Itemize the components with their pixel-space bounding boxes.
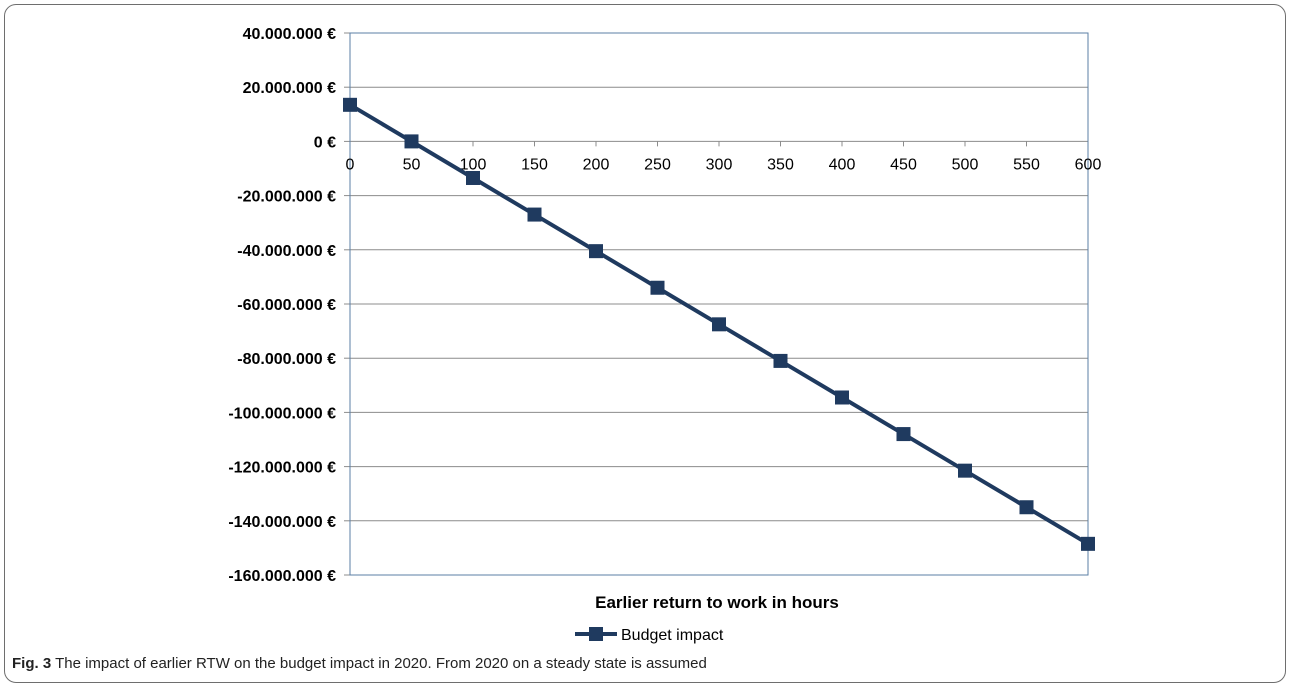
x-tick-label: 550 <box>1013 156 1040 173</box>
data-point-marker <box>958 463 972 478</box>
x-tick-label: 250 <box>644 156 671 173</box>
x-axis-title: Earlier return to work in hours <box>595 593 839 612</box>
y-tick-label: -160.000.000 € <box>228 568 336 585</box>
data-point-marker <box>896 427 911 442</box>
y-tick-label: -40.000.000 € <box>237 243 336 260</box>
series-layer <box>343 97 1095 551</box>
x-tick-label: 450 <box>890 156 917 173</box>
plot-area-border <box>349 32 1089 576</box>
x-tick-label: 400 <box>829 156 856 173</box>
x-tick-label: 0 <box>346 156 355 173</box>
y-tick-label: -120.000.000 € <box>228 460 336 477</box>
figure-frame <box>4 4 1286 683</box>
data-point-marker <box>343 97 357 112</box>
x-tick-label: 150 <box>521 156 548 173</box>
y-tick-label: 0 € <box>314 134 336 151</box>
y-axis-ticks: 40.000.000 € 20.000.000 € 0 € -20.000.000 €… <box>228 26 336 585</box>
data-point-marker <box>835 390 849 405</box>
data-point-marker <box>589 244 603 259</box>
y-tick-label: -20.000.000 € <box>237 189 336 206</box>
data-point-marker <box>773 353 788 368</box>
y-tick-label: -100.000.000 € <box>228 405 336 422</box>
data-point-marker <box>650 280 665 295</box>
x-tick-label: 300 <box>706 156 733 173</box>
legend: Budget impact <box>575 627 724 644</box>
data-point-marker <box>404 134 419 149</box>
x-tick-label: 200 <box>583 156 610 173</box>
caption-text: The impact of earlier RTW on the budget … <box>55 655 707 672</box>
grid-lines <box>344 32 1089 576</box>
caption-label: Fig. 3 <box>12 655 52 672</box>
x-tick-label: 500 <box>952 156 979 173</box>
data-point-marker <box>712 317 726 332</box>
x-tick-label: 600 <box>1075 156 1102 173</box>
x-axis-ticks: 0 50 100 150 200 250 300 350 400 450 500 550 600 <box>346 156 1102 173</box>
y-tick-label: -140.000.000 € <box>228 514 336 531</box>
line-chart: 40.000.000 € 20.000.000 € 0 € -20.000.000 €… <box>228 26 1102 644</box>
y-tick-label: 40.000.000 € <box>243 26 337 43</box>
legend-label: Budget impact <box>621 627 724 644</box>
x-tick-label: 350 <box>767 156 794 173</box>
figure-caption: Fig. 3 The impact of earlier RTW on the … <box>12 655 707 672</box>
data-point-marker <box>527 207 542 222</box>
y-tick-label: -80.000.000 € <box>237 351 336 368</box>
x-tick-label: 100 <box>460 156 487 173</box>
data-point-marker <box>1081 536 1095 551</box>
x-tick-label: 50 <box>403 156 421 173</box>
y-tick-label: 20.000.000 € <box>243 80 337 97</box>
legend-marker <box>589 627 603 641</box>
data-point-marker <box>1019 500 1034 515</box>
y-tick-label: -60.000.000 € <box>237 297 336 314</box>
data-point-marker <box>466 170 480 185</box>
